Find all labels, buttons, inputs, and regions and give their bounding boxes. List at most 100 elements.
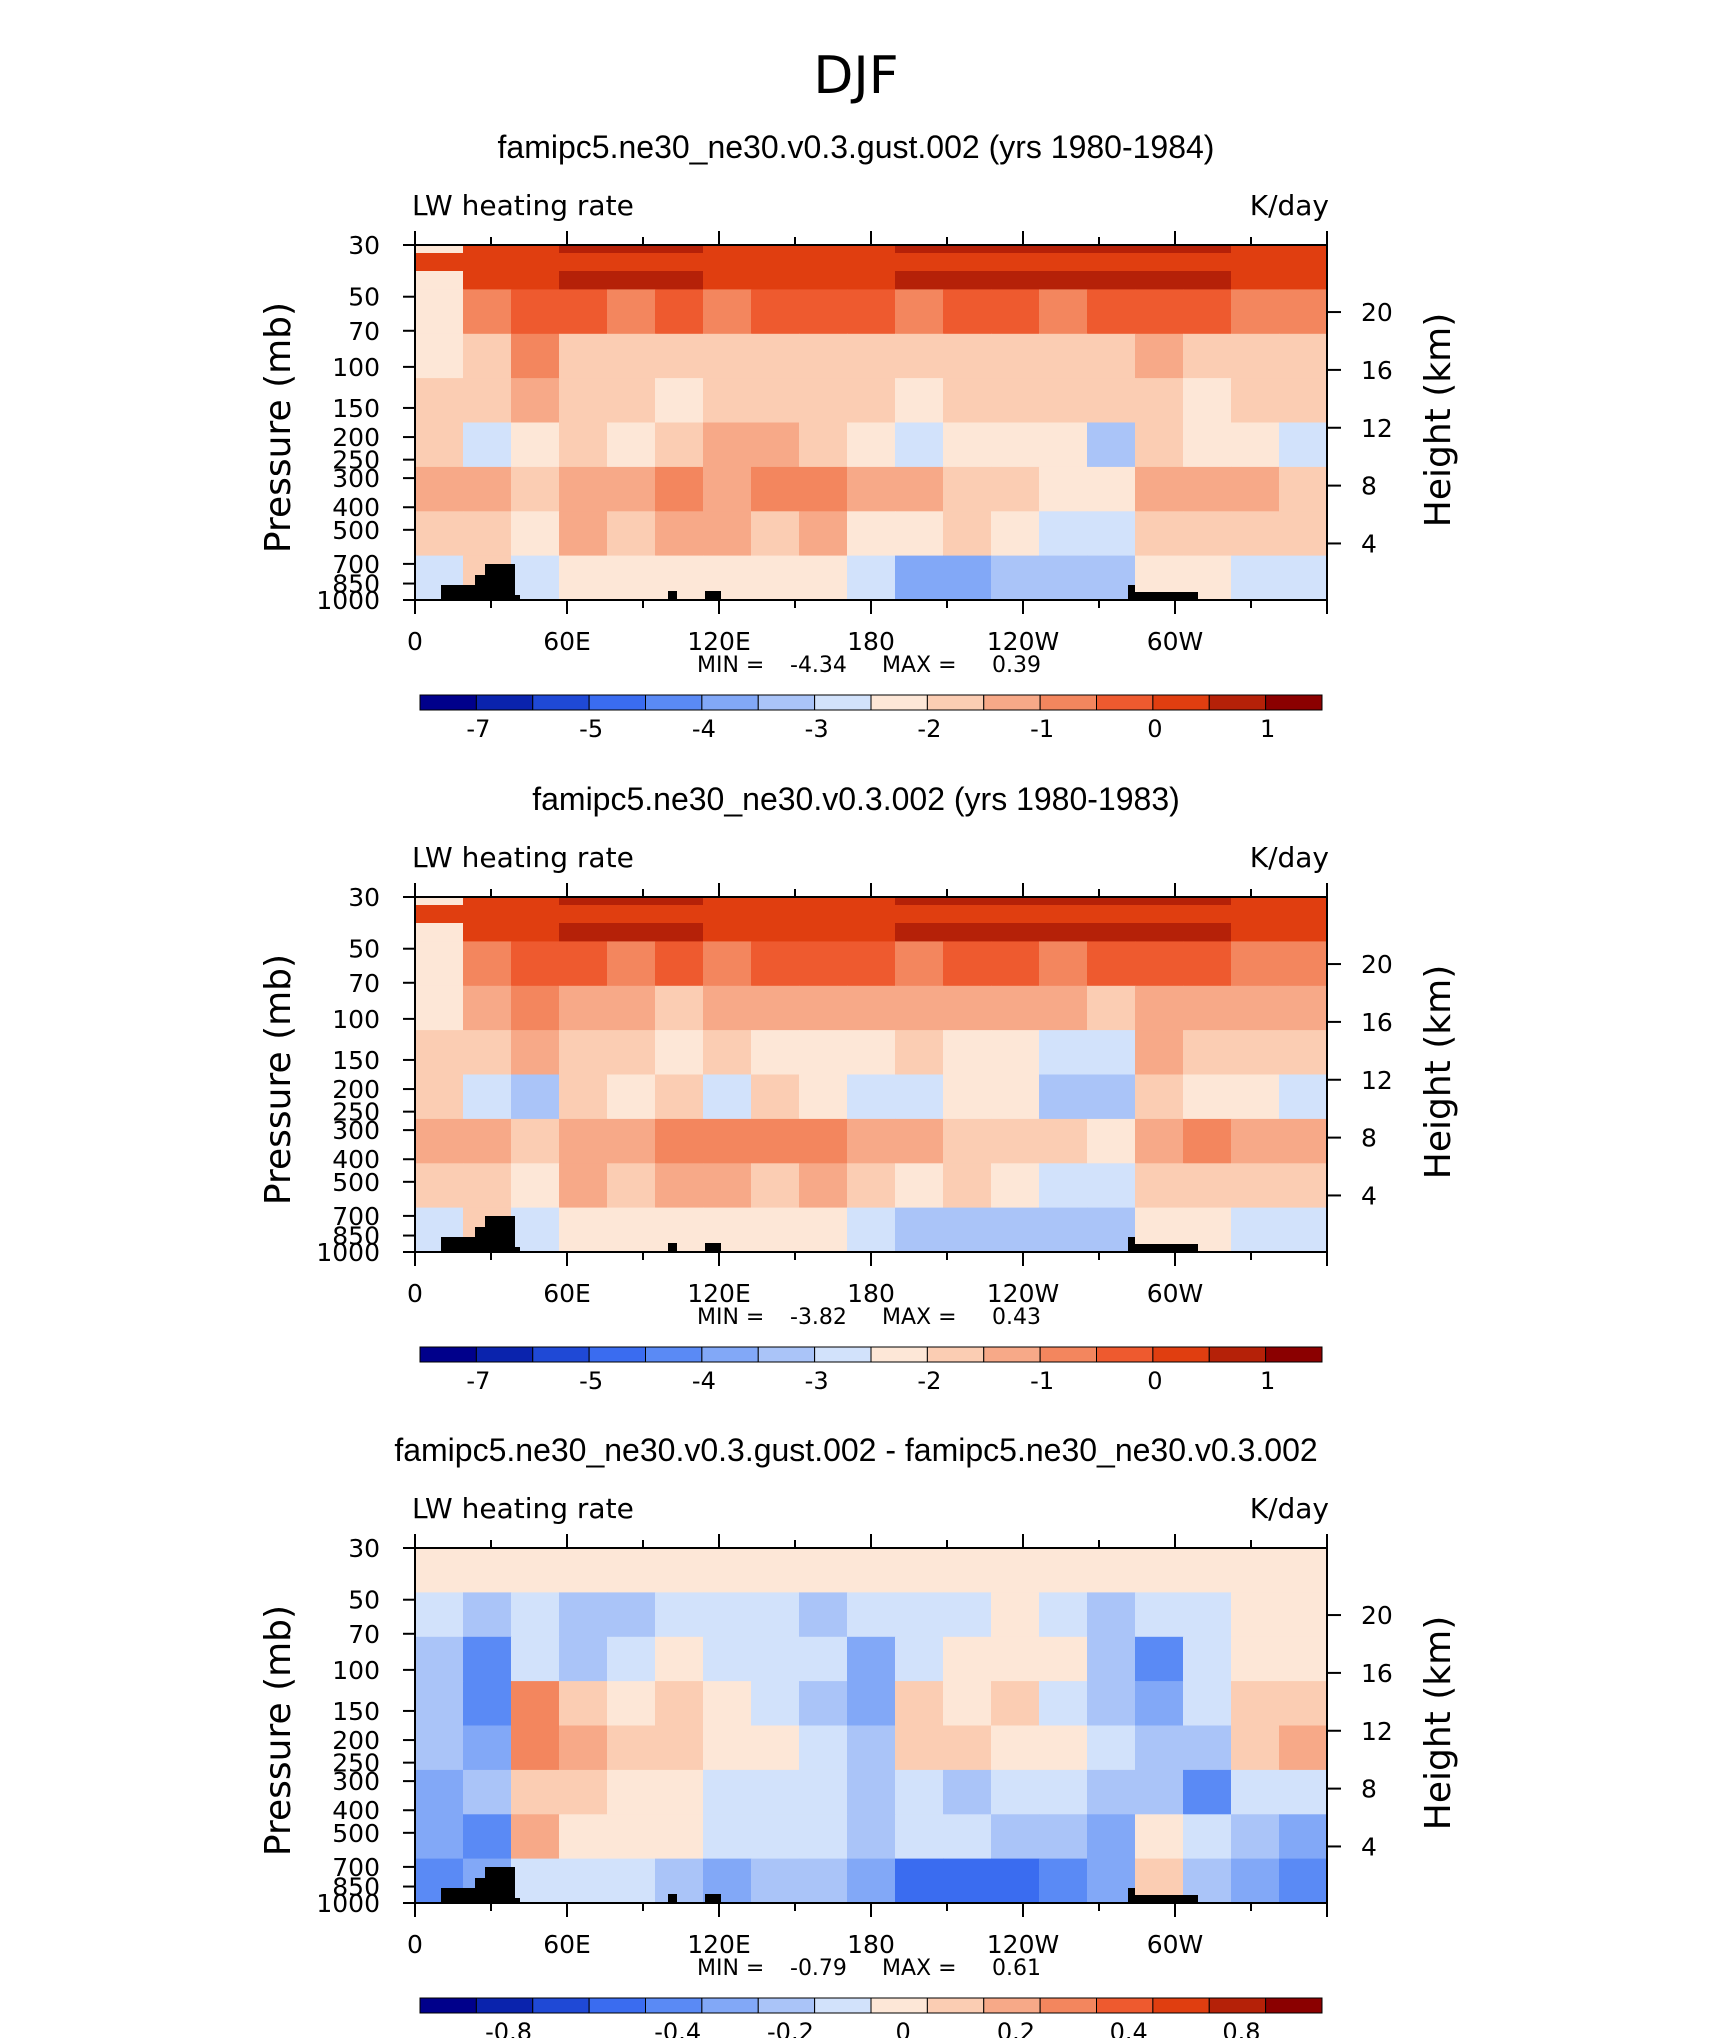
field-cell: [703, 289, 752, 335]
field-cell: [1279, 466, 1328, 512]
field-cell: [943, 985, 992, 1031]
field-cell: [607, 1769, 656, 1815]
y-tick-label: 100: [332, 1656, 380, 1685]
colorbar-swatch: [926, 1346, 985, 1363]
field-cell: [847, 289, 896, 335]
units-label: K/day: [1250, 841, 1329, 874]
colorbar-swatch: [532, 694, 590, 711]
field-cell: [607, 466, 656, 512]
field-cell: [655, 1769, 704, 1815]
min-label: MIN =: [697, 653, 764, 678]
field-cell: [1135, 985, 1184, 1031]
field-cell: [991, 985, 1040, 1031]
colorbar-label: -5: [579, 1367, 603, 1395]
field: [415, 1548, 1328, 1904]
field-cell: [751, 1769, 800, 1815]
y2-tick-label: 12: [1361, 1717, 1393, 1746]
field-cell: [991, 555, 1040, 601]
colorbar-swatch: [757, 1997, 816, 2014]
field-cell: [1087, 378, 1136, 424]
field-cell: [415, 1725, 464, 1771]
field-cell: [751, 1592, 800, 1638]
min-label: MIN =: [697, 1305, 764, 1330]
field-cell: [1231, 1681, 1280, 1727]
stratosphere-band: [415, 905, 1327, 923]
field-cell: [1279, 333, 1328, 379]
y-tick-label: 700: [332, 550, 380, 579]
field-cell: [943, 1118, 992, 1164]
y2-tick-label: 16: [1361, 356, 1393, 385]
field-cell: [703, 333, 752, 379]
field-cell: [943, 1592, 992, 1638]
field-cell: [415, 1118, 464, 1164]
field-cell: [559, 1118, 608, 1164]
y2-tick-label: 4: [1361, 1181, 1377, 1210]
field-cell: [655, 1592, 704, 1638]
field-cell: [511, 422, 560, 468]
y2-tick-label: 8: [1361, 472, 1377, 501]
colorbar-swatch: [870, 1997, 928, 2014]
colorbar-swatch: [588, 694, 646, 711]
field-cell: [559, 422, 608, 468]
field-cell: [943, 466, 992, 512]
x-tick-label: 0: [407, 627, 423, 656]
field-cell: [1231, 422, 1280, 468]
topography-island: [705, 591, 721, 600]
field-cell: [1279, 941, 1328, 987]
field: [415, 245, 1328, 601]
field-cell: [799, 289, 848, 335]
field-cell: [1231, 985, 1280, 1031]
field-cell: [847, 1814, 896, 1860]
field-cell: [1279, 1858, 1328, 1904]
field-cell: [703, 422, 752, 468]
field-cell: [943, 1030, 992, 1076]
field-cell: [655, 1074, 704, 1120]
colorbar-swatch: [1096, 694, 1154, 711]
field-cell: [991, 1118, 1040, 1164]
field-cell: [1135, 1814, 1184, 1860]
field-cell: [1183, 422, 1232, 468]
field-cell: [1183, 1769, 1232, 1815]
field-cell: [991, 1548, 1040, 1593]
field-cell: [655, 1681, 704, 1727]
colorbar-swatch: [701, 694, 759, 711]
field-cell: [607, 1118, 656, 1164]
field-cell: [1135, 422, 1184, 468]
field-cell: [751, 289, 800, 335]
y-tick-label: 700: [332, 1853, 380, 1882]
max-label: MAX =: [882, 1305, 957, 1330]
x-tick-label: 60W: [1147, 1930, 1204, 1959]
field-cell: [991, 422, 1040, 468]
field-cell: [799, 1636, 848, 1682]
field-cell: [799, 1207, 848, 1253]
field-cell: [751, 378, 800, 424]
field-cell: [943, 941, 992, 987]
field-cell: [943, 1548, 992, 1593]
field-cell: [991, 1163, 1040, 1209]
y2-tick-label: 4: [1361, 1832, 1377, 1861]
field-cell: [751, 941, 800, 987]
field-cell: [1231, 1636, 1280, 1682]
field-cell: [415, 1548, 464, 1593]
stratosphere-band: [415, 253, 1327, 271]
field-cell: [1087, 1769, 1136, 1815]
field-cell: [1279, 422, 1328, 468]
field-cell: [415, 511, 464, 557]
field-cell: [895, 941, 944, 987]
field-cell: [1183, 289, 1232, 335]
field-cell: [463, 1030, 512, 1076]
field-cell: [1231, 511, 1280, 557]
field-cell: [847, 1118, 896, 1164]
field-cell: [511, 1030, 560, 1076]
field-cell: [847, 1074, 896, 1120]
field-cell: [415, 289, 464, 335]
colorbar-label: 0.2: [997, 2018, 1035, 2038]
field-cell: [1183, 1548, 1232, 1593]
field-cell: [895, 1030, 944, 1076]
field-cell: [799, 985, 848, 1031]
field-cell: [607, 1636, 656, 1682]
field-cell: [847, 1030, 896, 1076]
field-cell: [559, 1592, 608, 1638]
min-value: -0.79: [790, 1956, 847, 1981]
field-cell: [943, 1814, 992, 1860]
